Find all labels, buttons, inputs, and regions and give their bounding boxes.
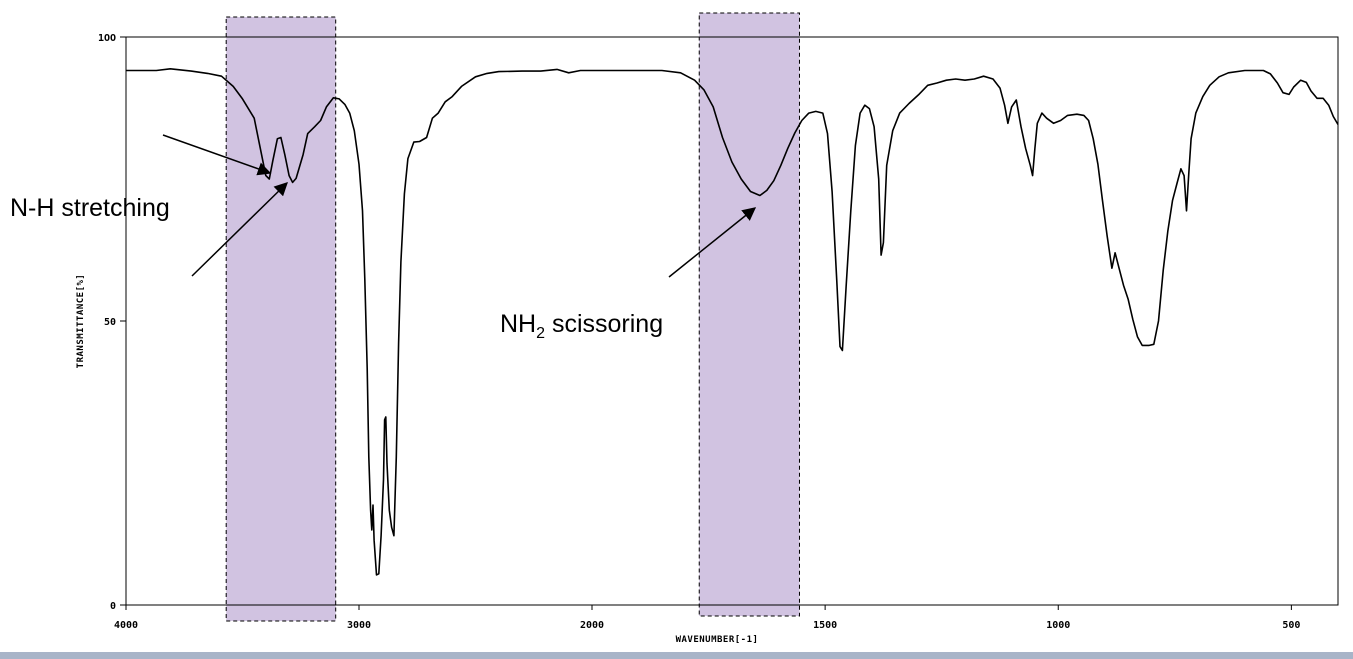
x-tick-label: 2000 bbox=[580, 620, 604, 631]
x-tick-label: 3000 bbox=[347, 620, 371, 631]
highlight-region-2 bbox=[698, 12, 800, 617]
bottom-bar bbox=[0, 652, 1353, 659]
x-tick-label: 1500 bbox=[813, 620, 837, 631]
nh-stretching-annotation: N-H stretching bbox=[10, 134, 288, 277]
x-tick-label: 500 bbox=[1282, 620, 1300, 631]
nh-stretching-label: N-H stretching bbox=[10, 194, 170, 222]
y-axis-ticks: 0 50 1OO bbox=[98, 33, 126, 612]
nh-arrow-upper bbox=[162, 134, 272, 176]
y-tick-label: 0 bbox=[110, 601, 116, 612]
y-axis-title: TRANSMITTANCE[%] bbox=[76, 274, 86, 369]
spectrum-line bbox=[126, 68, 1339, 576]
highlight-region-1 bbox=[225, 16, 337, 622]
nh2-scissoring-label: NH2 scissoring bbox=[500, 310, 663, 342]
x-tick-label: 1000 bbox=[1046, 620, 1070, 631]
x-axis-ticks: 4000 3000 2000 1500 1000 500 bbox=[114, 605, 1300, 631]
nh-arrow-lower bbox=[191, 182, 288, 277]
y-tick-label: 50 bbox=[104, 317, 116, 328]
nh2-arrow bbox=[668, 207, 757, 278]
nh2-scissoring-annotation: NH2 scissoring bbox=[500, 207, 757, 342]
y-tick-label: 1OO bbox=[98, 33, 116, 44]
x-axis-title: WAVENUMBER[-1] bbox=[676, 635, 759, 645]
x-tick-label: 4000 bbox=[114, 620, 138, 631]
